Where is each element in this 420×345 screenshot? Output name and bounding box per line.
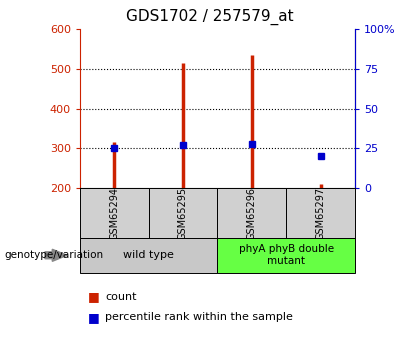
Text: ■: ■ <box>88 290 100 303</box>
Text: phyA phyB double
mutant: phyA phyB double mutant <box>239 245 333 266</box>
FancyBboxPatch shape <box>80 238 218 273</box>
Text: genotype/variation: genotype/variation <box>4 250 103 260</box>
Text: ■: ■ <box>88 311 100 324</box>
FancyBboxPatch shape <box>286 188 355 238</box>
FancyBboxPatch shape <box>218 238 355 273</box>
Text: percentile rank within the sample: percentile rank within the sample <box>105 313 293 322</box>
Text: GSM65294: GSM65294 <box>109 187 119 239</box>
FancyBboxPatch shape <box>218 188 286 238</box>
FancyArrow shape <box>45 249 67 262</box>
Text: GDS1702 / 257579_at: GDS1702 / 257579_at <box>126 9 294 25</box>
FancyBboxPatch shape <box>149 188 218 238</box>
FancyBboxPatch shape <box>80 188 149 238</box>
Text: GSM65296: GSM65296 <box>247 187 257 239</box>
Text: GSM65297: GSM65297 <box>315 187 326 239</box>
Text: count: count <box>105 292 136 302</box>
Text: wild type: wild type <box>123 250 174 260</box>
Text: GSM65295: GSM65295 <box>178 187 188 239</box>
